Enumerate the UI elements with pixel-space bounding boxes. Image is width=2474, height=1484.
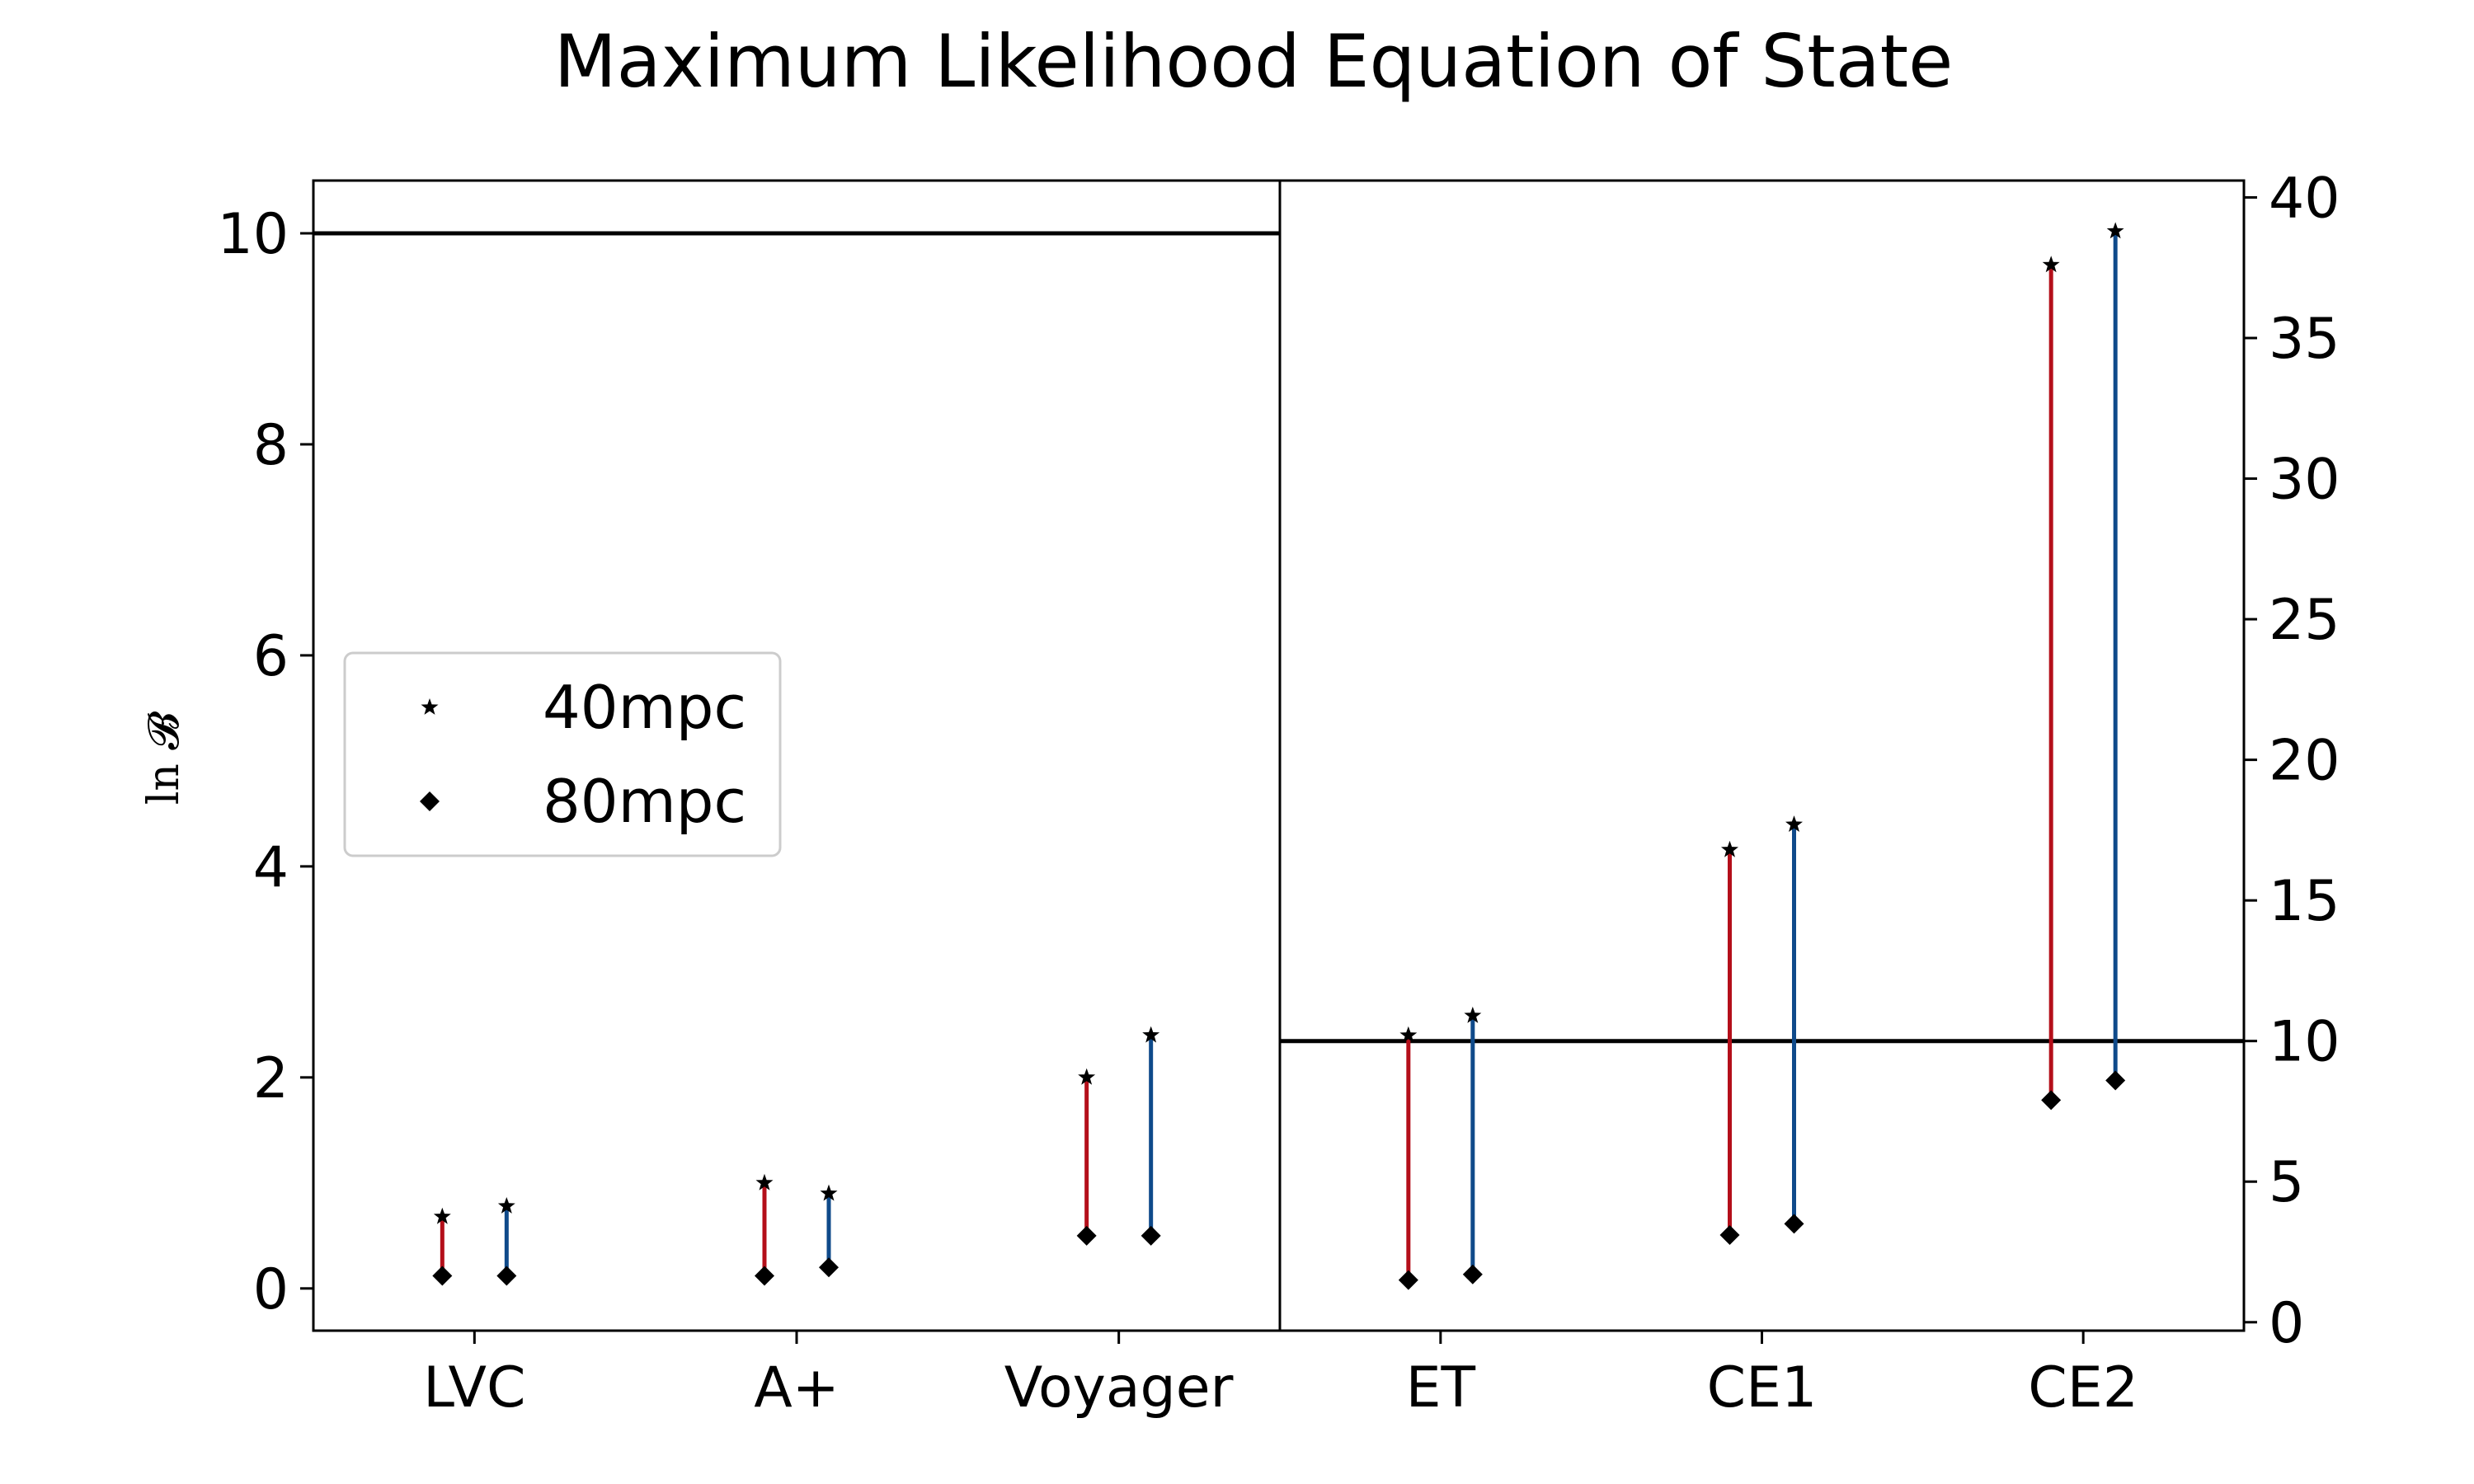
x-tick-label: A+ — [754, 1355, 840, 1421]
panel-frame-right — [1278, 179, 2246, 1332]
y-tick-label: 4 — [253, 835, 289, 900]
diamond-marker — [819, 1257, 839, 1278]
y-tick-label: 35 — [2269, 307, 2340, 372]
star-marker — [1785, 815, 1803, 832]
x-tick-label: ET — [1406, 1355, 1476, 1421]
legend: 40mpc 80mpc — [343, 651, 782, 857]
y-axis-label: ln 𝓑 — [139, 711, 189, 805]
diamond-marker — [1398, 1270, 1418, 1290]
star-marker — [1721, 840, 1738, 857]
y-tick-label: 0 — [253, 1257, 289, 1322]
legend-box — [343, 651, 782, 857]
y-tick-label: 20 — [2269, 729, 2340, 794]
y-tick-label: 15 — [2269, 869, 2340, 934]
y-tick-label: 6 — [253, 624, 289, 689]
x-tick-label: Voyager — [1004, 1355, 1234, 1421]
star-marker — [755, 1173, 774, 1190]
x-tick-label: CE1 — [1707, 1355, 1818, 1421]
diamond-marker — [2041, 1090, 2062, 1111]
star-marker — [497, 1197, 515, 1214]
star-marker — [433, 1207, 451, 1224]
y-tick-label: 25 — [2269, 588, 2340, 653]
diamond-marker — [1141, 1225, 1161, 1246]
y-tick-label: 40 — [2269, 166, 2340, 231]
diamond-marker — [496, 1266, 517, 1286]
diamond-marker — [1784, 1214, 1804, 1234]
chart-title: Maximum Likelihood Equation of State — [554, 19, 1954, 104]
y-tick-label: 30 — [2269, 448, 2340, 513]
plot-area: 0 2 4 6 8 10 LVC A+ Voyager 0 5 10 15 20 25 30 35 40 ET CE1… — [217, 166, 2340, 1421]
diamond-marker — [1719, 1225, 1740, 1246]
diamond-marker — [1462, 1264, 1483, 1284]
diamond-marker — [420, 791, 440, 811]
diamond-marker — [1076, 1225, 1097, 1246]
y-tick-label: 10 — [2269, 1010, 2340, 1075]
star-marker — [820, 1184, 838, 1201]
legend-label: 80mpc — [543, 767, 746, 836]
star-marker — [1078, 1068, 1096, 1085]
diamond-marker — [755, 1266, 774, 1286]
diamond-marker — [2105, 1070, 2126, 1091]
star-marker — [1142, 1026, 1160, 1043]
star-marker — [2106, 222, 2124, 239]
star-marker — [2042, 256, 2060, 273]
y-tick-label: 8 — [253, 413, 289, 478]
y-tick-label: 10 — [217, 202, 289, 267]
legend-label: 40mpc — [543, 673, 746, 742]
x-tick-label: CE2 — [2028, 1355, 2138, 1421]
star-marker — [1399, 1026, 1418, 1043]
star-marker — [1464, 1007, 1482, 1023]
y-tick-label: 0 — [2269, 1291, 2304, 1356]
x-tick-label: LVC — [423, 1355, 525, 1421]
y-tick-label: 2 — [253, 1046, 289, 1111]
y-tick-label: 5 — [2269, 1150, 2304, 1215]
diamond-marker — [432, 1266, 453, 1286]
star-marker — [421, 698, 439, 715]
